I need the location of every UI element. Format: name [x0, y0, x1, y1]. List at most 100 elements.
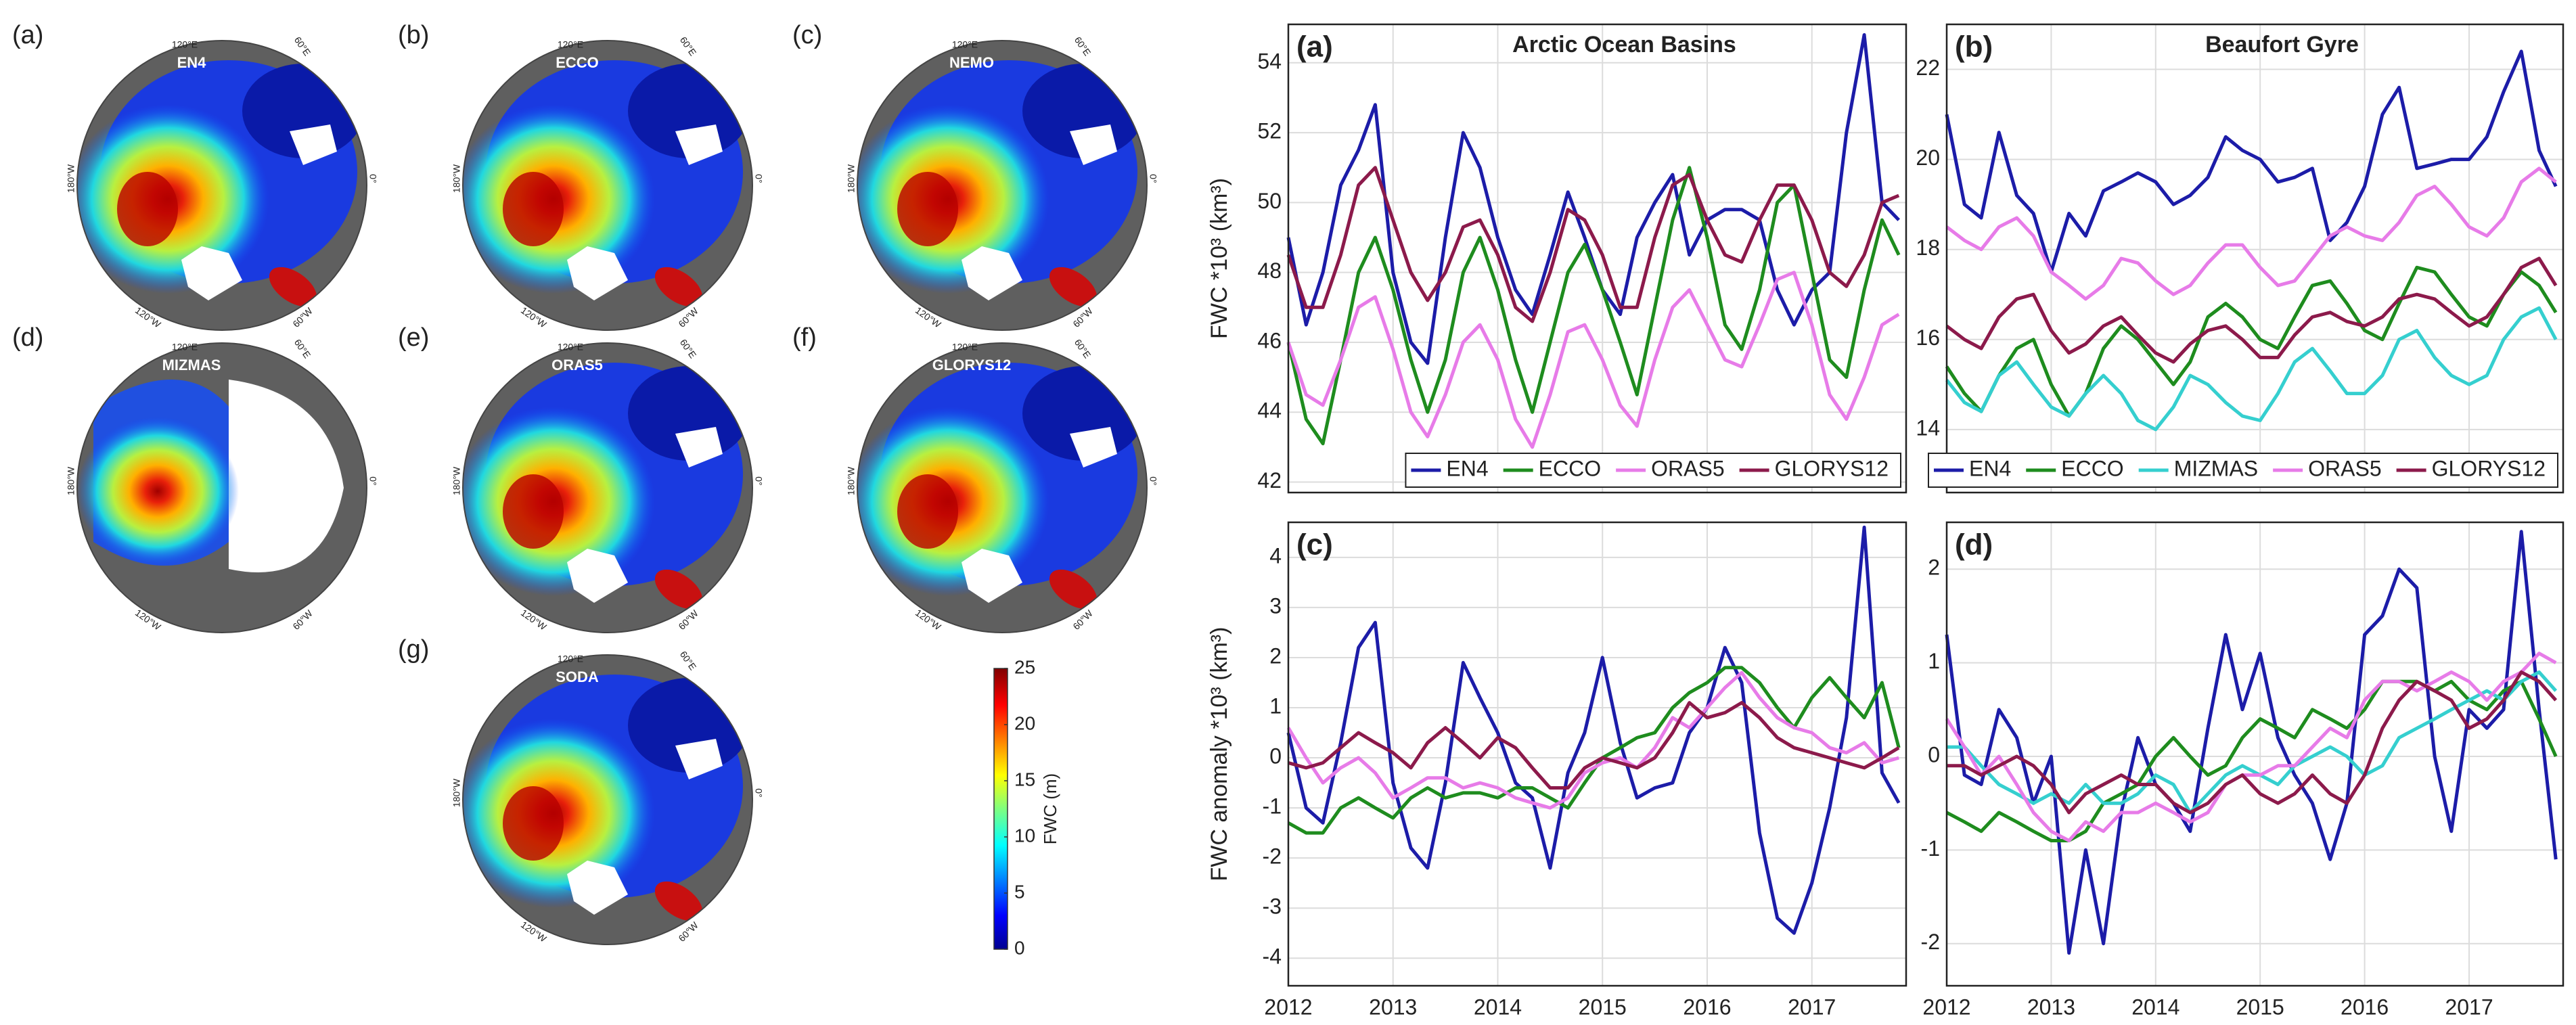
- series-line: [1945, 166, 2557, 301]
- legend: EN4 ECCO MIZMAS ORAS5 GLORYS12: [1927, 453, 2558, 488]
- map-archipelago: [567, 246, 628, 300]
- y-tick-label: -4: [1263, 944, 1282, 969]
- series-line: [1945, 256, 2558, 364]
- map-fwc-core: [503, 786, 564, 861]
- panel-label: (d): [1955, 528, 1993, 562]
- colorbar-tick-label: 10: [1014, 825, 1035, 846]
- map-panel-label: (d): [12, 323, 43, 352]
- map-fwc-core: [503, 474, 564, 549]
- plot-frame: [1945, 23, 2564, 494]
- legend-label: ORAS5: [2308, 456, 2381, 480]
- map-baffin: [654, 569, 703, 610]
- map-field: [77, 60, 364, 307]
- y-tick-label: 20: [1916, 145, 1940, 170]
- y-tick-label: 42: [1257, 468, 1282, 493]
- map-lon-label: 0°: [367, 476, 378, 485]
- colorbar-tick-label: 15: [1014, 769, 1035, 790]
- map-lon-label: 180°W: [66, 164, 76, 193]
- map-panel-label: (f): [792, 323, 817, 352]
- legend: EN4 ECCO ORAS5 GLORYS12: [1405, 453, 1901, 488]
- map-lon-label: 120°E: [952, 342, 978, 352]
- map-ice-gap: [675, 124, 723, 165]
- plot-background: [1947, 522, 2563, 986]
- map-rim: [462, 342, 753, 633]
- map-lon-label: 0°: [753, 788, 764, 797]
- colorbar-tick-label: 5: [1014, 881, 1025, 902]
- chart-title: Beaufort Gyre: [2205, 32, 2359, 58]
- map-fwc-core: [503, 172, 564, 246]
- x-tick-label: 2014: [2131, 995, 2179, 1019]
- series-line: [1945, 530, 2558, 955]
- map-lon-label: 60°E: [678, 337, 699, 360]
- map-ice-gap: [675, 739, 723, 779]
- map-archipelago: [962, 246, 1022, 300]
- y-tick-label: 0: [1269, 744, 1282, 769]
- map-lon-label: 60°E: [292, 337, 313, 360]
- map-ice-gap: [675, 427, 723, 468]
- map-empty: [229, 380, 344, 572]
- colorbar-tick-label: 20: [1014, 712, 1035, 733]
- map-lon-label: 0°: [753, 174, 764, 183]
- map-baffin: [1049, 267, 1098, 307]
- colorbar-tick-label: 25: [1014, 656, 1035, 677]
- colorbar-tick-label: 0: [1014, 937, 1025, 958]
- series-line: [1287, 666, 1901, 835]
- series-line: [1288, 701, 1900, 790]
- y-tick-label: -2: [1921, 930, 1940, 954]
- map-panel-label: (a): [12, 21, 43, 49]
- x-tick-label: 2013: [2027, 995, 2075, 1019]
- y-tick-label: -2: [1263, 844, 1282, 869]
- map-archipelago: [567, 549, 628, 603]
- y-axis-label: FWC anomaly *10³ (km³): [1206, 627, 1232, 882]
- map-fwc-core: [897, 172, 958, 246]
- map-lon-label: 180°W: [451, 164, 462, 193]
- x-tick-label: 2016: [2341, 995, 2389, 1019]
- y-tick-label: 3: [1269, 593, 1282, 618]
- map-lon-label: 120°E: [558, 342, 583, 352]
- map-lon-label: 120°E: [172, 39, 198, 50]
- y-tick-label: 16: [1916, 325, 1940, 350]
- map-archipelago: [181, 246, 242, 300]
- y-tick-label: 50: [1257, 189, 1282, 213]
- map-panel-label: (e): [398, 323, 429, 352]
- legend-label: EN4: [1446, 456, 1488, 480]
- colorbar-label: FWC (m): [1040, 773, 1060, 844]
- colorbar: [993, 668, 1008, 950]
- plot-frame: [1945, 521, 2564, 987]
- map-rim: [462, 40, 753, 331]
- map-ice-gap: [1070, 124, 1117, 165]
- map-lon-label: 60°E: [1072, 35, 1093, 58]
- legend-label: ORAS5: [1651, 456, 1724, 480]
- map-baffin: [654, 267, 703, 307]
- x-tick-label: 2013: [1369, 995, 1417, 1019]
- map-ice-gap: [1070, 427, 1117, 468]
- map-lon-label: 180°W: [451, 466, 462, 495]
- series-line: [1286, 670, 1899, 810]
- y-tick-label: 46: [1257, 328, 1282, 352]
- map-lon-label: 60°E: [678, 649, 699, 672]
- map-lon-label: 120°E: [558, 39, 583, 50]
- map-model-name: SODA: [556, 668, 599, 685]
- map-lon-label: 0°: [1148, 476, 1158, 485]
- y-tick-label: 1: [1269, 693, 1282, 718]
- y-tick-label: 2: [1269, 643, 1282, 668]
- map-ice-gap: [290, 124, 337, 165]
- map-rim: [76, 40, 367, 331]
- x-tick-label: 2014: [1474, 995, 1522, 1019]
- map-rim: [857, 342, 1148, 633]
- map-lon-label: 180°W: [451, 778, 462, 807]
- map-field: [463, 675, 750, 921]
- map-lon-label: 180°W: [66, 466, 76, 495]
- map-lon-label: 120°E: [952, 39, 978, 50]
- plot-frame: [1287, 521, 1907, 987]
- map-fwc-core: [117, 172, 178, 246]
- map-model-name: EN4: [177, 54, 207, 71]
- map-model-name: MIZMAS: [162, 357, 221, 373]
- map-lon-label: 0°: [367, 174, 378, 183]
- x-tick-label: 2016: [1683, 995, 1731, 1019]
- series-line: [1945, 265, 2558, 418]
- map-field: [77, 380, 344, 572]
